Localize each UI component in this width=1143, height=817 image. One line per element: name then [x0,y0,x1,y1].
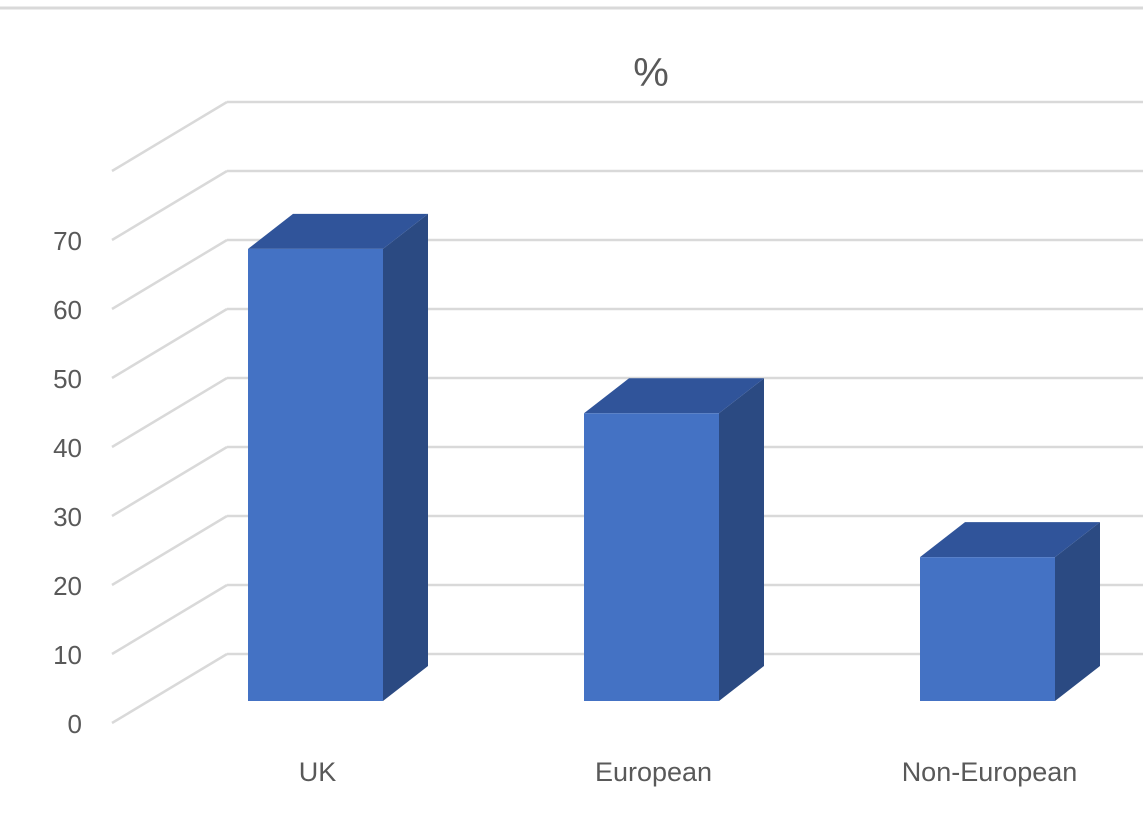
y-tick-label: 40 [53,433,82,463]
category-label: Non-European [902,757,1078,787]
y-tick-label: 30 [53,502,82,532]
bar [920,522,1100,701]
bars [248,213,1100,701]
category-label: European [595,757,712,787]
y-tick-label: 50 [53,364,82,394]
y-tick-label: 60 [53,295,82,325]
x-axis-labels: UK European Non-European [299,757,1078,787]
chart-title: % [633,51,669,95]
y-tick-label: 10 [53,640,82,670]
y-axis-ticks: 0 10 20 30 40 50 60 70 [53,226,82,739]
gridline [111,169,1143,242]
gridline [111,100,1143,173]
y-tick-label: 0 [68,709,82,739]
y-tick-label: 70 [53,226,82,256]
bar [584,378,764,701]
bar [248,213,428,701]
y-tick-label: 20 [53,571,82,601]
category-label: UK [299,757,337,787]
